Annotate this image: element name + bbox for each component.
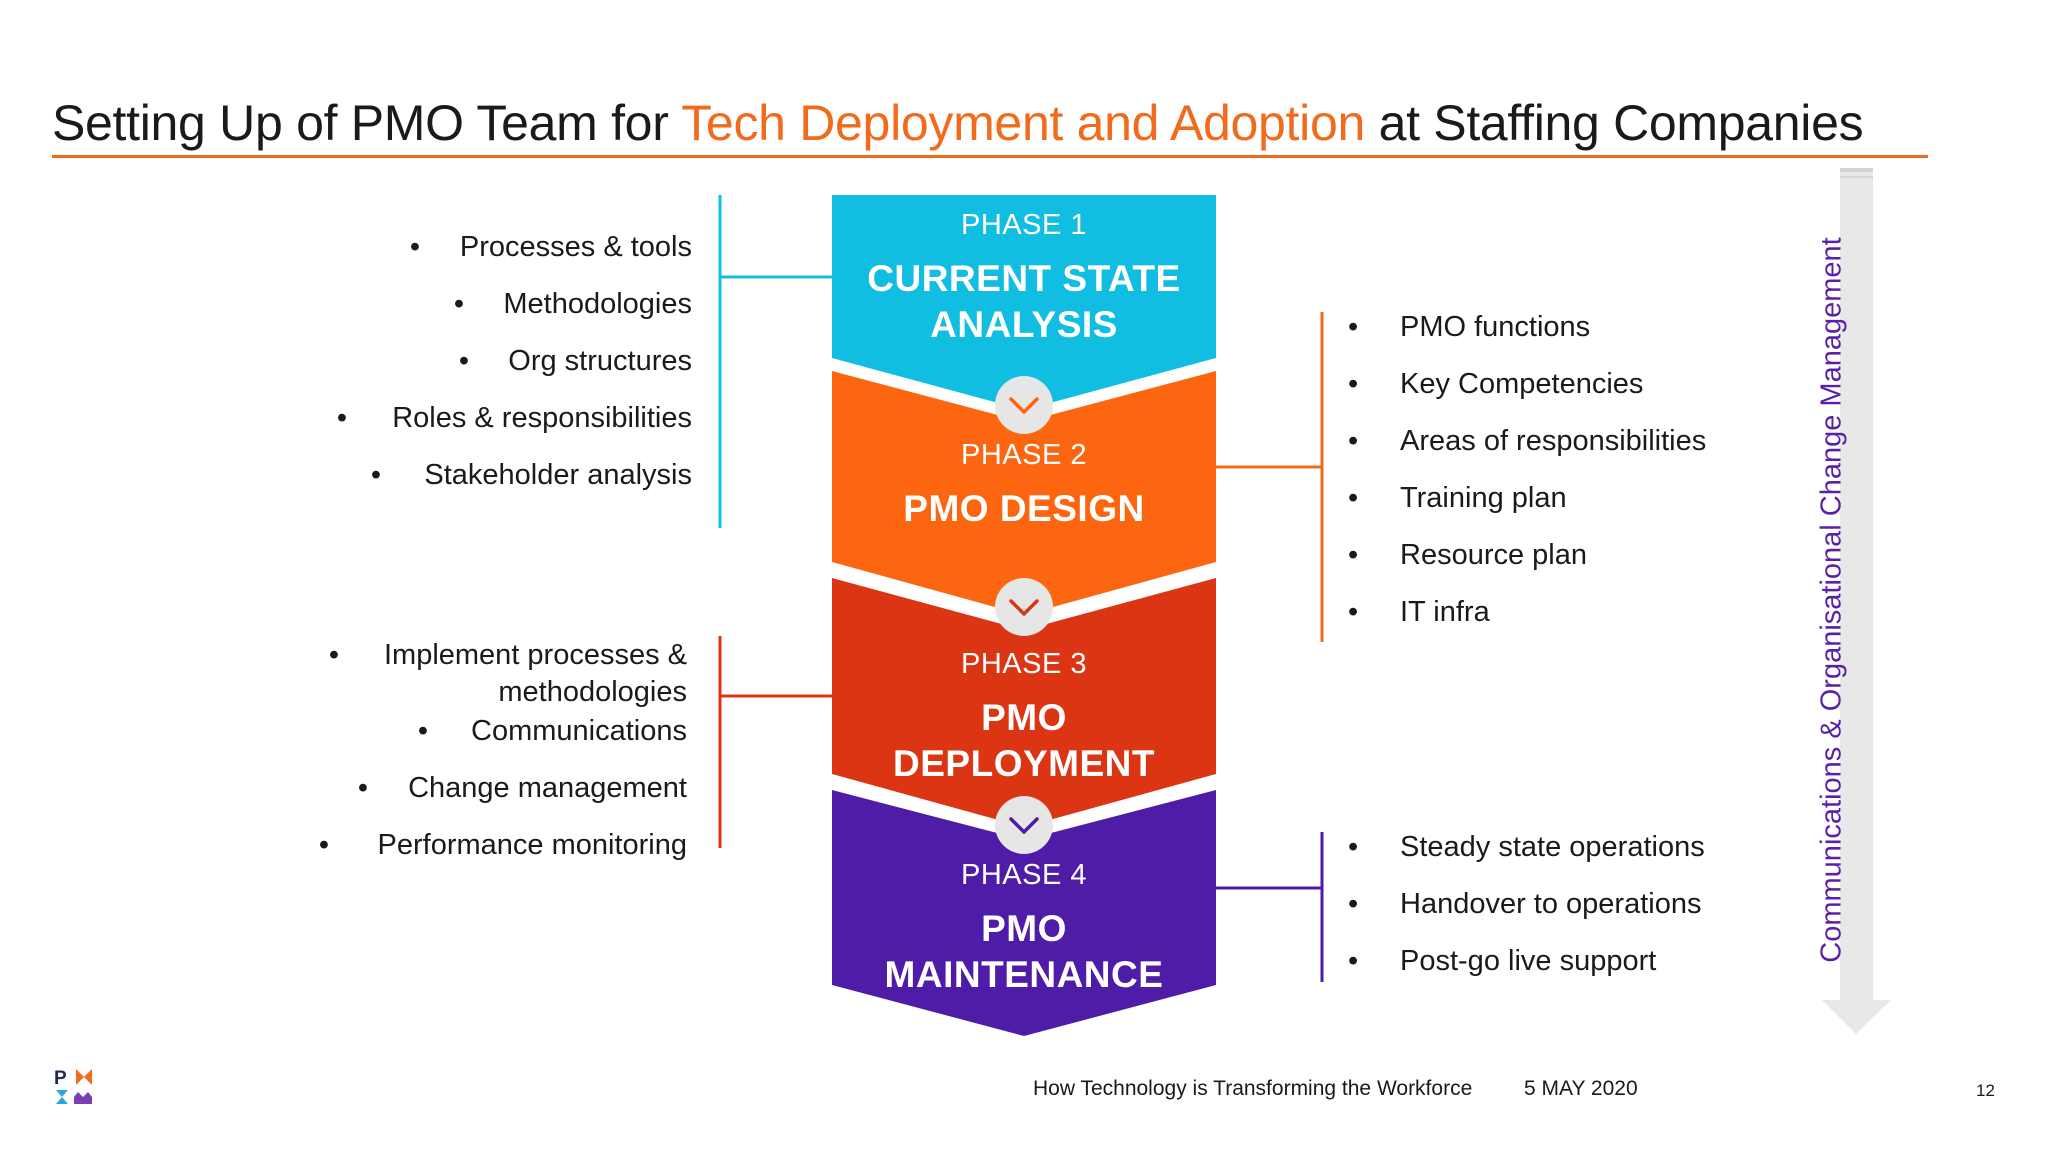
phase4-text: PHASE 4 PMO MAINTENANCE bbox=[832, 858, 1216, 998]
slide-title: Setting Up of PMO Team for Tech Deployme… bbox=[52, 88, 1864, 158]
list-item: • Org structures bbox=[458, 345, 692, 377]
pmi-logo-icon: P bbox=[54, 1066, 96, 1108]
list-item: • Training plan bbox=[1348, 482, 1567, 514]
phase4-connector bbox=[1216, 832, 1324, 982]
list-item: • Change management bbox=[357, 772, 687, 804]
list-item: • Stakeholder analysis bbox=[370, 459, 692, 491]
list-item: • Performance monitoring bbox=[318, 829, 687, 861]
list-item: • Communications bbox=[417, 715, 687, 747]
phase3-name-line1: PMO bbox=[981, 697, 1067, 738]
phase2-text: PHASE 2 PMO DESIGN bbox=[832, 438, 1216, 532]
phase1-text: PHASE 1 CURRENT STATE ANALYSIS bbox=[832, 208, 1216, 348]
list-item: • Resource plan bbox=[1348, 539, 1587, 571]
title-highlight: Tech Deployment and Adoption bbox=[681, 95, 1365, 151]
chevron-down-icon bbox=[995, 578, 1053, 636]
arrow-down-icon bbox=[1822, 168, 1891, 1034]
title-part-1: Setting Up of PMO Team for bbox=[52, 95, 682, 151]
list-item: • Steady state operations bbox=[1348, 831, 1705, 863]
list-item: • IT infra bbox=[1348, 596, 1490, 628]
list-item: • Key Competencies bbox=[1348, 368, 1644, 400]
side-label: Communications & Organisational Change M… bbox=[1815, 236, 1848, 963]
phase1-shape bbox=[832, 195, 1216, 410]
phase2-label: PHASE 2 bbox=[961, 439, 1087, 471]
phase2-connector bbox=[1216, 312, 1324, 642]
phase3-text: PHASE 3 PMO DEPLOYMENT bbox=[832, 647, 1216, 787]
phase2-shape bbox=[832, 368, 1216, 615]
phase3-label: PHASE 3 bbox=[961, 648, 1087, 680]
phase1-name-line1: CURRENT STATE bbox=[867, 258, 1181, 299]
phase2-item-list: • PMO functions • Key Competencies • Areas … bbox=[1348, 308, 1768, 650]
title-underline bbox=[52, 155, 1928, 158]
phase3-item-list: • Implement processes & methodologies • C… bbox=[300, 637, 687, 883]
phase4-shape bbox=[832, 788, 1216, 1036]
list-item: • Roles & responsibilities bbox=[336, 402, 692, 434]
footer-presentation-title: How Technology is Transforming the Workf… bbox=[1033, 1077, 1473, 1100]
phase3-name-line2: DEPLOYMENT bbox=[893, 743, 1155, 784]
list-item: • Post-go live support bbox=[1348, 945, 1657, 977]
list-item: • Processes & tools bbox=[409, 231, 692, 263]
phase1-item-list: • Processes & tools • Methodologies • Org s… bbox=[300, 228, 692, 513]
list-item: • Methodologies bbox=[453, 288, 692, 320]
phase4-name-line2: MAINTENANCE bbox=[884, 954, 1164, 995]
phase4-label: PHASE 4 bbox=[961, 859, 1087, 891]
list-item: • Areas of responsibilities bbox=[1348, 425, 1707, 457]
phase1-connector bbox=[718, 195, 832, 528]
title-part-2: at Staffing Companies bbox=[1364, 95, 1864, 151]
phase2-name-line1: PMO DESIGN bbox=[903, 488, 1145, 529]
phase1-name-line2: ANALYSIS bbox=[930, 304, 1118, 345]
phase4-item-list: • Steady state operations • Handover to op… bbox=[1348, 828, 1768, 999]
chevron-down-icon bbox=[995, 796, 1053, 854]
footer-date: 5 MAY 2020 bbox=[1524, 1077, 1638, 1100]
page-number: 12 bbox=[1976, 1081, 1995, 1100]
phase4-name-line1: PMO bbox=[981, 908, 1067, 949]
phase3-connector bbox=[718, 636, 832, 848]
list-item: • PMO functions bbox=[1348, 311, 1591, 343]
list-item: • Handover to operations bbox=[1348, 888, 1702, 920]
list-item: • Implement processes & methodologies bbox=[328, 639, 687, 708]
phase1-label: PHASE 1 bbox=[961, 209, 1087, 241]
phase3-shape bbox=[832, 575, 1216, 827]
chevron-down-icon bbox=[995, 376, 1053, 434]
svg-text:P: P bbox=[54, 1068, 67, 1089]
